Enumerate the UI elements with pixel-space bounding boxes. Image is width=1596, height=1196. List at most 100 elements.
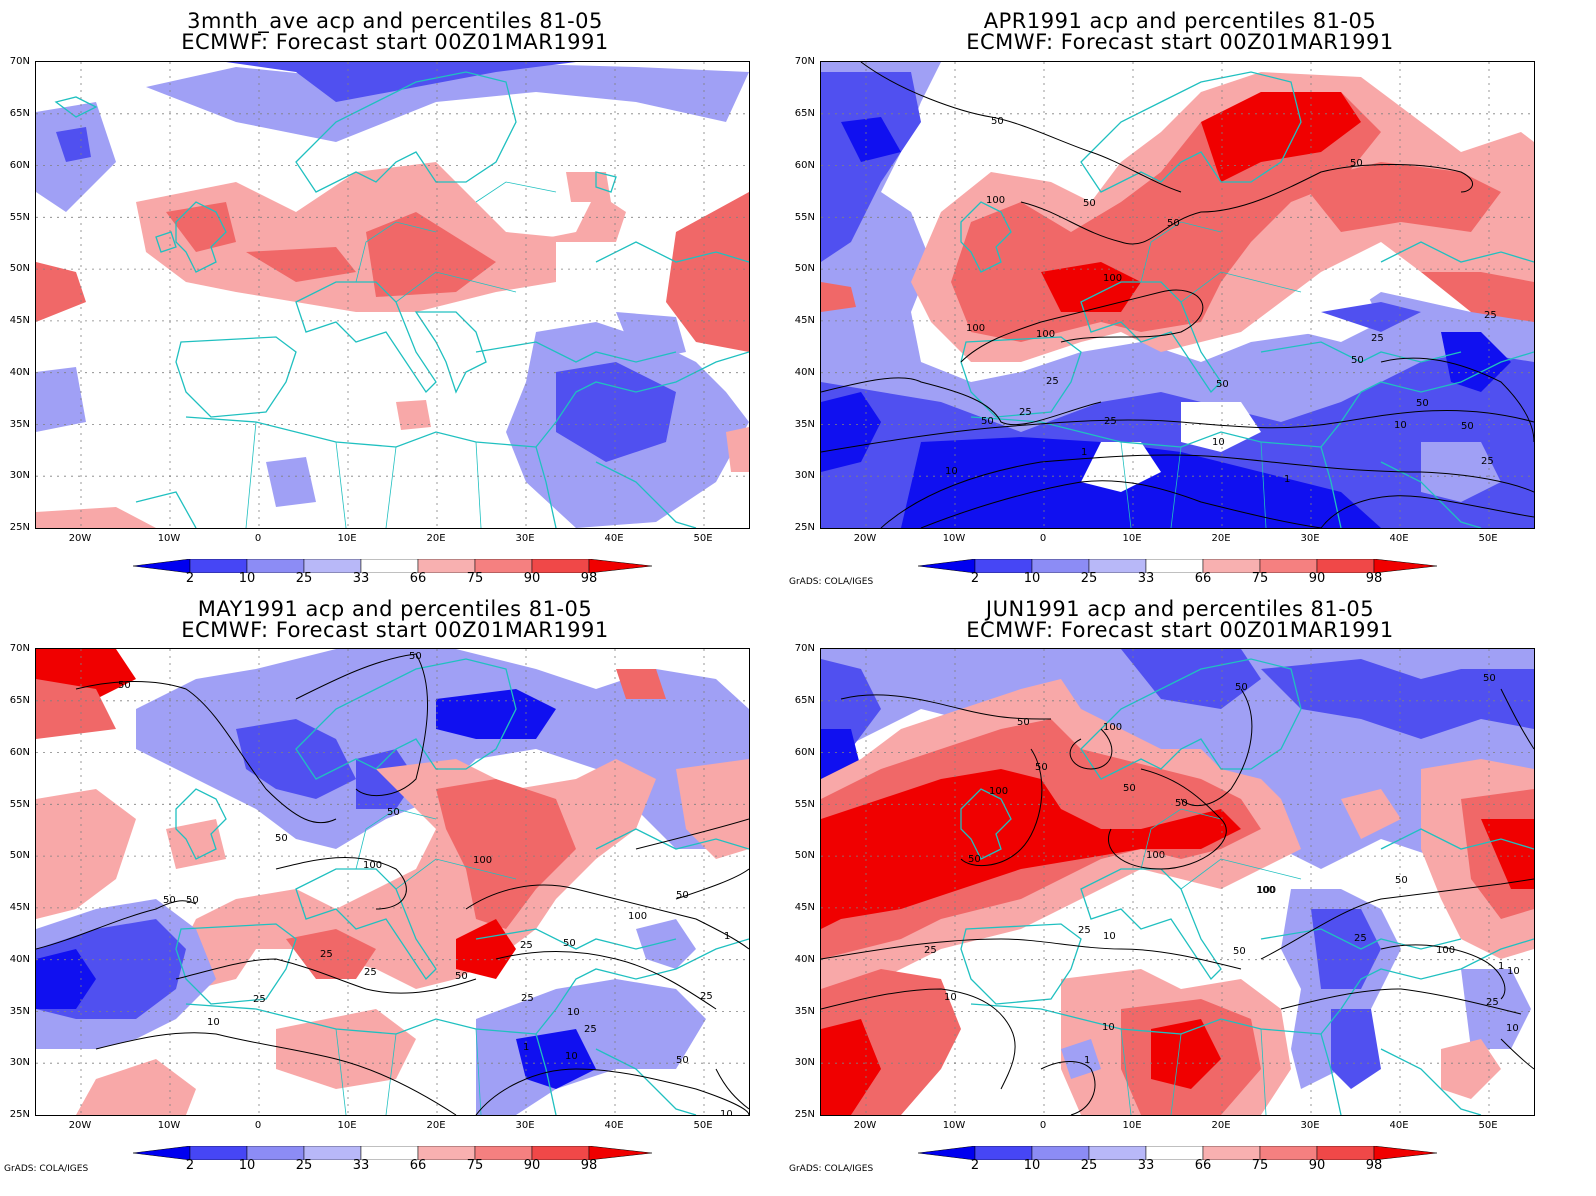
lat-label: 40N bbox=[794, 367, 815, 378]
map-canvas: 50 100 50 50 100 100 100 50 25 50 25 25 … bbox=[821, 62, 1534, 528]
contour-label: 50 bbox=[1083, 198, 1096, 209]
lon-label: 50E bbox=[1478, 1120, 1498, 1131]
contour-label: 50 bbox=[118, 680, 131, 691]
contour-label: 25 bbox=[1486, 997, 1499, 1008]
colorbar-label: 75 bbox=[1251, 1158, 1269, 1173]
colorbar-label: 2 bbox=[970, 1158, 980, 1173]
contour-label: 50 bbox=[981, 416, 994, 427]
lon-label: 20W bbox=[68, 1120, 92, 1131]
colorbar-label: 66 bbox=[1194, 1158, 1212, 1173]
colorbar-label: 90 bbox=[1308, 571, 1326, 586]
lat-label: 60N bbox=[794, 160, 815, 171]
lon-label: 20E bbox=[1211, 1120, 1231, 1131]
contour-label: 50 bbox=[1175, 798, 1188, 809]
map-canvas: 50 50 100 100 50 50 50 100 50 100 25 50 … bbox=[821, 649, 1534, 1115]
lat-label: 35N bbox=[9, 1006, 30, 1017]
lon-label: 20W bbox=[853, 533, 877, 544]
lat-label: 30N bbox=[9, 470, 30, 481]
gridlines bbox=[821, 649, 1534, 1115]
colorbar-label: 98 bbox=[1365, 571, 1383, 586]
panel-title-line2: ECMWF: Forecast start 00Z01MAR1991 bbox=[966, 30, 1394, 54]
contour-label: 10 bbox=[207, 1017, 220, 1028]
map-frame: 50 50 100 100 50 50 50 100 50 100 25 50 … bbox=[820, 648, 1535, 1116]
panel-may1991: MAY1991 acp and percentiles 81-05 ECMWF:… bbox=[0, 588, 790, 1178]
contour-label: 100 bbox=[473, 855, 492, 866]
contour-label: 50 bbox=[1035, 762, 1048, 773]
contour-label: 100 bbox=[628, 911, 647, 922]
colorbar: 2 10 25 33 66 75 90 98 bbox=[917, 1145, 1438, 1175]
contour-label-markers: 50 50 50 50 100 50 50 25 25 50 10 1 10 2… bbox=[118, 651, 733, 1115]
map-canvas: 50 50 50 50 100 50 50 25 25 50 10 1 10 2… bbox=[36, 649, 749, 1115]
lon-label: 40E bbox=[604, 1120, 624, 1131]
lat-label: 30N bbox=[794, 470, 815, 481]
contour-label: 10 bbox=[567, 1007, 580, 1018]
gridlines bbox=[36, 649, 749, 1115]
colorbar: 2 10 25 33 66 75 90 98 bbox=[132, 1145, 653, 1175]
lat-label: 35N bbox=[794, 419, 815, 430]
contour-label: 25 bbox=[700, 991, 713, 1002]
lat-label: 50N bbox=[9, 850, 30, 861]
colorbar-label: 98 bbox=[580, 1158, 598, 1173]
contour-label: 1 bbox=[1284, 474, 1290, 485]
contour-label: 50 bbox=[455, 971, 468, 982]
contour-label: 10 bbox=[720, 1109, 733, 1115]
contour-label: 25 bbox=[1046, 376, 1059, 387]
contour-label: 100 bbox=[966, 323, 985, 334]
contour-label: 1 bbox=[1081, 447, 1087, 458]
precip-anomaly-shading bbox=[36, 62, 749, 528]
lat-label: 60N bbox=[794, 747, 815, 758]
contour-label: 25 bbox=[1371, 333, 1384, 344]
lon-label: 30E bbox=[515, 1120, 535, 1131]
contour-label: 100 bbox=[1146, 850, 1165, 861]
contour-label: 1 bbox=[1084, 1055, 1090, 1066]
colorbar-swatches bbox=[917, 1145, 1438, 1161]
gridlines bbox=[821, 62, 1534, 528]
contour-label: 25 bbox=[1481, 456, 1494, 467]
colorbar-label: 10 bbox=[238, 571, 256, 586]
lat-label: 35N bbox=[794, 1006, 815, 1017]
lat-label: 25N bbox=[794, 1109, 815, 1120]
contour-label: 25 bbox=[584, 1024, 597, 1035]
contour-label: 50 bbox=[1167, 218, 1180, 229]
contour-label: 10 bbox=[1212, 437, 1225, 448]
contour-label: 100 bbox=[1103, 273, 1122, 284]
contour-label: 50 bbox=[1216, 379, 1229, 390]
contour-label: 50 bbox=[186, 895, 199, 906]
lon-label: 0 bbox=[254, 1120, 262, 1131]
panel-title-line2: ECMWF: Forecast start 00Z01MAR1991 bbox=[181, 618, 609, 642]
contour-label: 25 bbox=[1078, 925, 1091, 936]
map-frame: 50 50 50 50 100 50 50 25 25 50 10 1 10 2… bbox=[35, 648, 750, 1116]
contour-label: 50 bbox=[275, 833, 288, 844]
contour-label: 100 bbox=[986, 195, 1005, 206]
lon-label: 20E bbox=[426, 533, 446, 544]
lon-label: 0 bbox=[254, 533, 262, 544]
gridlines bbox=[36, 62, 749, 528]
lon-label: 10W bbox=[157, 533, 181, 544]
lon-label: 50E bbox=[693, 533, 713, 544]
contour-label: 50 bbox=[1350, 158, 1363, 169]
contour-label: 25 bbox=[253, 994, 266, 1005]
contour-label: 50 bbox=[1351, 355, 1364, 366]
lat-label: 55N bbox=[794, 799, 815, 810]
lon-label: 40E bbox=[1389, 1120, 1409, 1131]
map-frame bbox=[35, 61, 750, 529]
lon-label: 0 bbox=[1039, 1120, 1047, 1131]
panel-title-line1: 3mnth_ave acp and percentiles 81-05 bbox=[187, 9, 603, 33]
grads-credit: GrADS: COLA/IGES bbox=[789, 1164, 874, 1174]
colorbar-label: 98 bbox=[1365, 1158, 1383, 1173]
lat-label: 45N bbox=[9, 315, 30, 326]
lat-label: 65N bbox=[9, 695, 30, 706]
contour-label: 50 bbox=[676, 890, 689, 901]
precip-anomaly-shading bbox=[36, 649, 749, 1115]
lat-label: 60N bbox=[9, 160, 30, 171]
lon-label: 10E bbox=[337, 1120, 357, 1131]
coastlines bbox=[54, 71, 749, 528]
lon-label: 10E bbox=[1122, 533, 1142, 544]
colorbar-label: 33 bbox=[352, 1158, 370, 1173]
lat-label: 65N bbox=[794, 108, 815, 119]
colorbar: 2 10 25 33 66 75 90 98 bbox=[917, 558, 1438, 588]
lon-label: 20E bbox=[426, 1120, 446, 1131]
lat-label: 70N bbox=[794, 56, 815, 67]
contour-label: 50 bbox=[409, 651, 422, 662]
colorbar-swatches bbox=[132, 1145, 653, 1161]
